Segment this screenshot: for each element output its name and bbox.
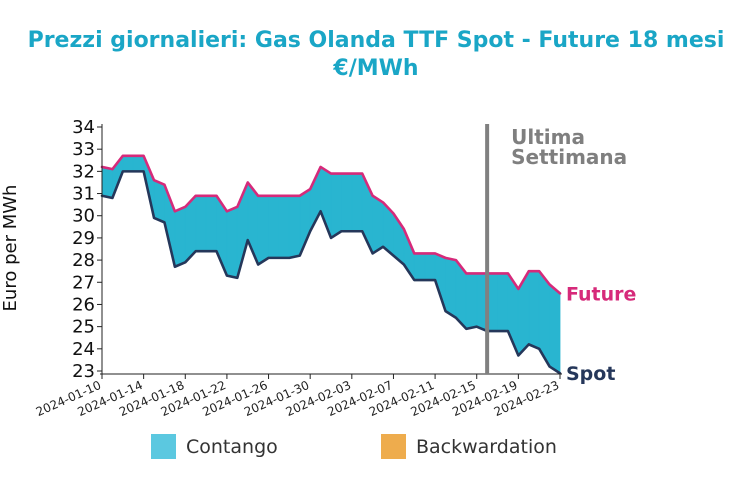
- legend-label-contango: Contango: [186, 436, 278, 458]
- legend-label-backwardation: Backwardation: [416, 436, 557, 458]
- chart-title: Prezzi giornalieri: Gas Olanda TTF Spot …: [28, 28, 725, 53]
- y-tick-label: 31: [72, 184, 95, 205]
- series-labels: Future Spot: [566, 283, 636, 385]
- spread-fill-segment: [413, 253, 426, 281]
- spread-fill-segment: [351, 173, 363, 232]
- series-line-spot: [100, 170, 562, 375]
- spread-fill-segment: [372, 195, 384, 255]
- spread-fill-segment: [341, 173, 353, 232]
- spread-fill-segment: [549, 283, 561, 374]
- last-week-label-line1: Ultima: [511, 125, 585, 149]
- y-tick-label: 24: [72, 339, 95, 360]
- y-tick-label: 33: [72, 139, 95, 160]
- y-tick-label: 32: [72, 161, 95, 182]
- spread-fill-segment: [257, 195, 269, 266]
- spread-fill-segment: [424, 253, 436, 281]
- spread-fill-segment: [278, 195, 290, 259]
- spread-fill-segment: [122, 155, 134, 172]
- spread-fill-segment: [101, 166, 113, 199]
- y-tick-label: 29: [72, 228, 95, 249]
- y-axis-label: Euro per MWh: [0, 185, 21, 312]
- last-week-label-line2: Settimana: [511, 145, 627, 169]
- chart-subtitle: €/MWh: [332, 56, 418, 81]
- series-line-future: [100, 154, 562, 295]
- y-tick-label: 30: [72, 206, 95, 227]
- y-tick-label: 23: [72, 361, 95, 382]
- x-axis: 2024-01-102024-01-142024-01-182024-01-22…: [34, 373, 562, 419]
- spread-fill-segment: [445, 257, 457, 319]
- plot-area: [100, 154, 562, 375]
- y-tick-label: 28: [72, 250, 95, 271]
- y-tick-label: 27: [72, 272, 95, 293]
- spread-fill-segment: [268, 195, 280, 259]
- legend: Contango Backwardation: [151, 434, 557, 459]
- spread-fill-segment: [330, 173, 342, 239]
- spread-fill-segment: [195, 195, 207, 252]
- legend-swatch-backwardation: [381, 434, 406, 459]
- y-tick-label: 26: [72, 294, 95, 315]
- spread-fill-segment: [528, 270, 540, 350]
- spread-fill-segment: [174, 206, 186, 268]
- spread-fill-segment: [465, 272, 478, 330]
- spread-fill-segment: [497, 272, 509, 332]
- spread-fill-segment: [288, 195, 301, 259]
- series-label-spot: Spot: [566, 363, 615, 385]
- spread-fill-segment: [226, 206, 238, 279]
- spread-fill-segment: [205, 195, 217, 252]
- y-tick-label: 34: [72, 117, 95, 138]
- spread-fill-segment: [132, 155, 145, 172]
- y-tick-label: 25: [72, 317, 95, 338]
- series-label-future: Future: [566, 283, 636, 305]
- legend-swatch-contango: [151, 434, 176, 459]
- spread-fill-segment: [153, 179, 165, 223]
